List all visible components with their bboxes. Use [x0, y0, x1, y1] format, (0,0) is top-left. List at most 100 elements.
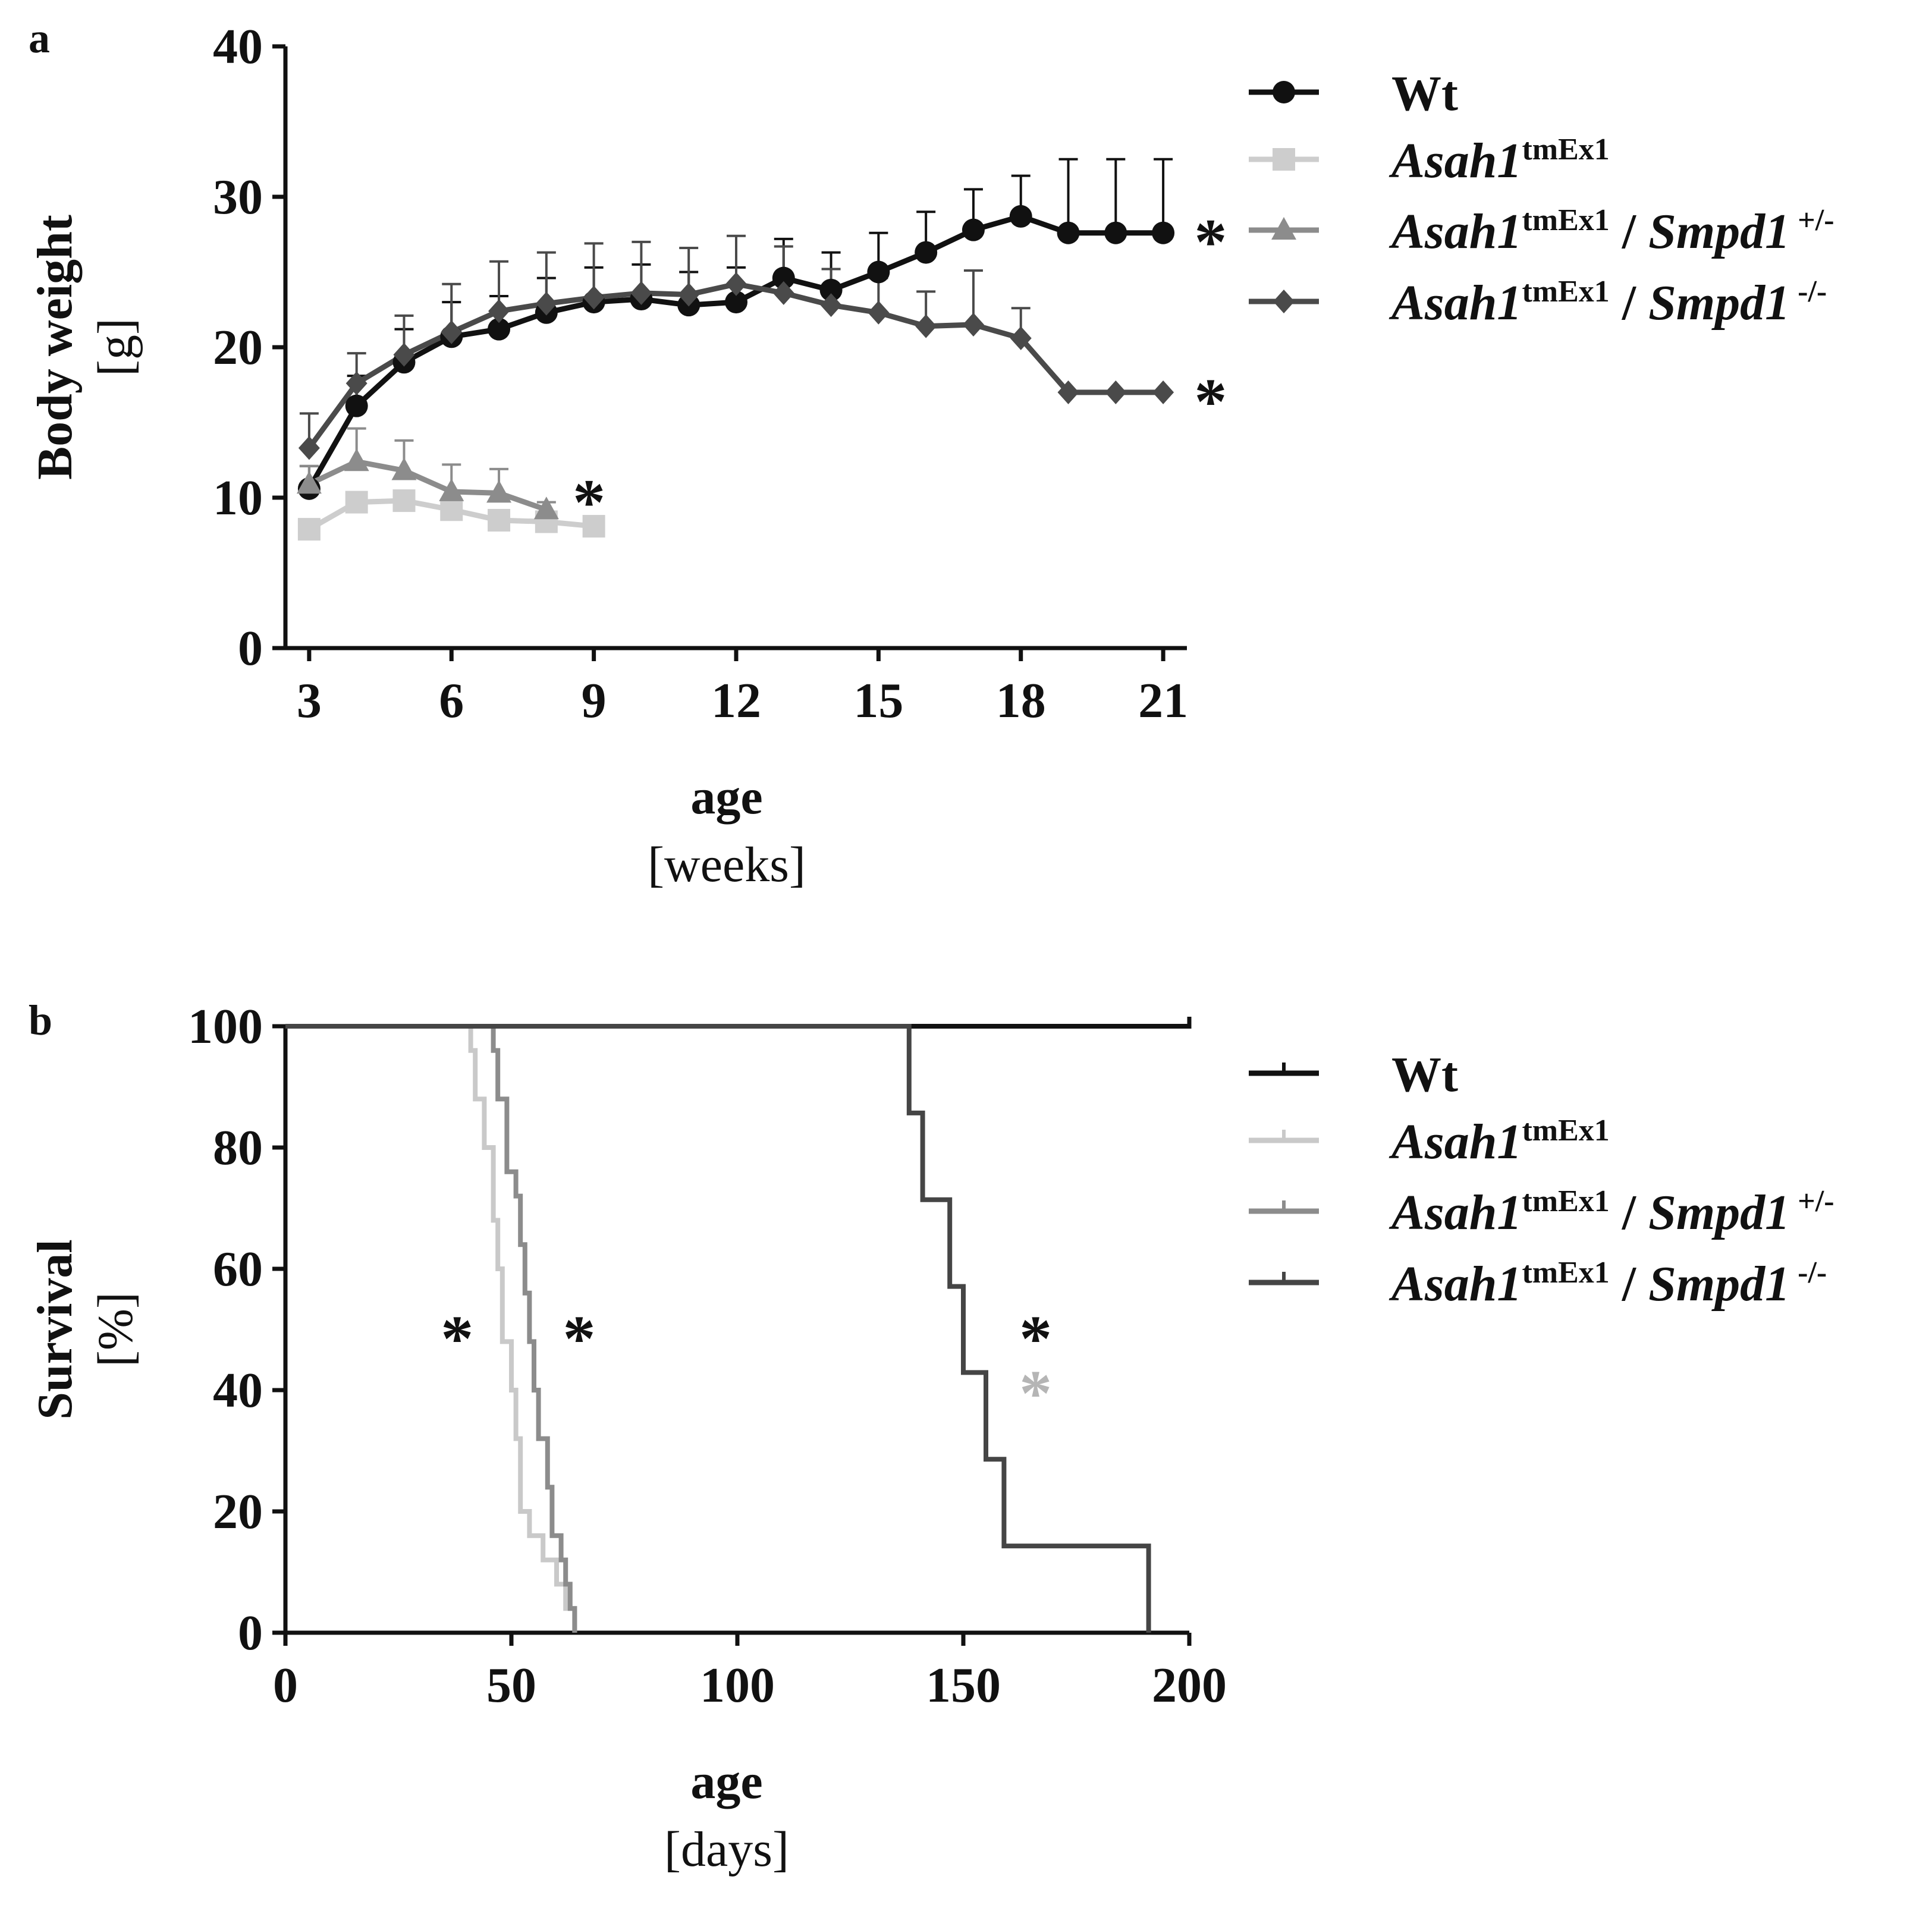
- x-axis-title: age: [690, 1754, 762, 1809]
- data-point-circle: [1057, 221, 1080, 244]
- data-point-diamond: [345, 371, 367, 395]
- y-axis-title: Body weight: [27, 215, 83, 480]
- x-tick-label: 9: [582, 673, 607, 728]
- x-tick-label: 18: [996, 673, 1046, 728]
- x-axis-title: age: [690, 769, 762, 825]
- legend-label: Asah1tmEx1 / Smpd1 +/-: [1388, 203, 1834, 259]
- panel-letter-b: b: [29, 997, 52, 1044]
- y-tick-label: 0: [238, 1605, 263, 1661]
- survival-curve: [285, 1024, 577, 1633]
- data-point-triangle: [439, 478, 464, 501]
- x-tick-label: 0: [273, 1658, 298, 1713]
- y-axis-unit: [%]: [88, 1292, 143, 1367]
- data-point-circle: [345, 394, 368, 417]
- data-point-square: [488, 508, 511, 532]
- data-point-diamond: [962, 313, 984, 337]
- legend-marker-square: [1273, 148, 1295, 171]
- data-point-circle: [725, 291, 747, 314]
- data-point-diamond: [1152, 380, 1174, 404]
- y-tick-label: 40: [213, 1363, 263, 1418]
- significance-star: *: [1019, 1302, 1052, 1375]
- legend-label: Wt: [1391, 66, 1458, 121]
- legend-label: Asah1tmEx1 / Smpd1 -/-: [1388, 275, 1827, 331]
- data-point-circle: [1152, 221, 1175, 244]
- legend-label: Asah1tmEx1: [1388, 1114, 1610, 1170]
- legend-label: Wt: [1391, 1047, 1458, 1102]
- x-axis-unit: [days]: [664, 1822, 789, 1877]
- data-point-triangle: [533, 496, 559, 520]
- significance-star: *: [1019, 1357, 1052, 1429]
- data-point-diamond: [535, 291, 557, 316]
- data-point-diamond: [678, 282, 700, 307]
- significance-star: *: [1194, 365, 1227, 438]
- y-tick-label: 20: [213, 1484, 263, 1539]
- legend-marker-circle: [1273, 81, 1295, 103]
- data-point-diamond: [441, 320, 463, 344]
- data-point-square: [392, 489, 416, 513]
- data-point-diamond: [772, 281, 794, 305]
- data-point-square: [582, 515, 605, 538]
- y-tick-label: 10: [213, 470, 263, 526]
- legend-label: Asah1tmEx1 / Smpd1 +/-: [1388, 1184, 1834, 1240]
- data-point-triangle: [296, 471, 322, 494]
- y-tick-label: 0: [238, 621, 263, 676]
- data-point-circle: [488, 318, 511, 341]
- x-tick-label: 200: [1152, 1658, 1227, 1713]
- legend-marker-triangle: [1271, 217, 1296, 240]
- x-tick-label: 3: [297, 673, 322, 728]
- x-tick-label: 12: [711, 673, 761, 728]
- x-tick-label: 6: [439, 673, 464, 728]
- panel-letter-a: a: [29, 14, 50, 62]
- significance-star: *: [563, 1302, 596, 1375]
- y-tick-label: 40: [213, 19, 263, 74]
- y-tick-label: 20: [213, 320, 263, 375]
- legend-label: Asah1tmEx1 / Smpd1 -/-: [1388, 1256, 1827, 1312]
- x-tick-label: 50: [486, 1658, 536, 1713]
- data-point-square: [345, 491, 368, 514]
- data-point-diamond: [583, 285, 605, 310]
- y-tick-label: 30: [213, 169, 263, 225]
- data-point-triangle: [486, 480, 512, 503]
- data-point-triangle: [391, 457, 417, 480]
- data-point-circle: [962, 218, 985, 241]
- data-point-diamond: [1105, 380, 1127, 404]
- data-point-circle: [1009, 205, 1032, 228]
- x-tick-label: 21: [1138, 673, 1188, 728]
- significance-star: *: [573, 466, 605, 538]
- data-point-diamond: [630, 281, 652, 305]
- data-point-diamond: [915, 314, 937, 338]
- significance-star: *: [441, 1302, 473, 1375]
- x-tick-label: 150: [926, 1658, 1001, 1713]
- x-axis-unit: [weeks]: [648, 837, 806, 892]
- y-tick-label: 80: [213, 1120, 263, 1175]
- data-point-diamond: [488, 299, 510, 323]
- data-point-diamond: [820, 293, 842, 318]
- y-axis-title: Survival: [27, 1239, 83, 1419]
- data-point-diamond: [1057, 380, 1079, 404]
- legend-label: Asah1tmEx1: [1388, 133, 1610, 188]
- legend-marker-diamond: [1273, 290, 1295, 313]
- data-point-circle: [915, 241, 938, 264]
- data-point-circle: [867, 260, 890, 284]
- survival-curve: [285, 1024, 1151, 1633]
- data-point-diamond: [393, 342, 415, 367]
- y-tick-label: 100: [188, 999, 263, 1054]
- data-point-circle: [1104, 221, 1127, 244]
- data-point-diamond: [298, 436, 320, 460]
- x-tick-label: 15: [853, 673, 903, 728]
- significance-star: *: [1194, 206, 1227, 278]
- x-tick-label: 100: [700, 1658, 775, 1713]
- data-point-diamond: [868, 300, 890, 325]
- data-point-diamond: [1010, 326, 1032, 350]
- data-point-diamond: [725, 272, 747, 296]
- data-point-square: [440, 498, 463, 521]
- y-axis-unit: [g]: [88, 318, 143, 376]
- data-point-triangle: [344, 448, 369, 472]
- y-tick-label: 60: [213, 1241, 263, 1297]
- data-point-circle: [819, 278, 843, 301]
- data-point-square: [297, 518, 321, 541]
- data-point-circle: [772, 266, 795, 290]
- survival-curve: [285, 1024, 577, 1633]
